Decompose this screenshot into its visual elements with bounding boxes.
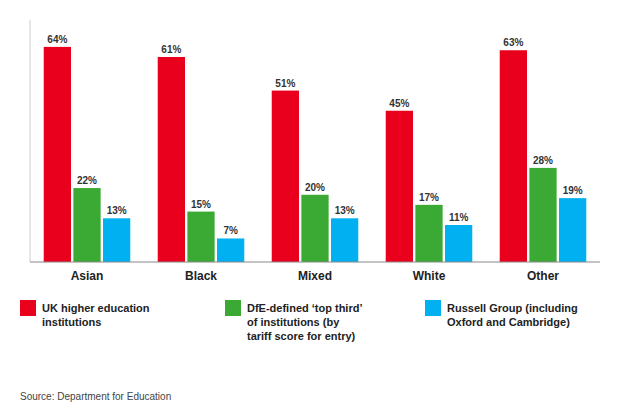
bar (187, 212, 214, 262)
data-label: 13% (107, 205, 127, 216)
bar (217, 238, 244, 262)
bar (73, 188, 100, 262)
data-label: 63% (503, 37, 523, 48)
x-axis-line (30, 262, 600, 263)
data-label: 28% (533, 155, 553, 166)
data-label: 15% (191, 199, 211, 210)
data-label: 22% (77, 175, 97, 186)
data-label: 7% (223, 225, 238, 236)
data-label: 11% (449, 212, 469, 223)
legend-label: DfE-defined ‘top third’of institutions (… (247, 302, 362, 342)
bar (331, 218, 358, 262)
bar (445, 225, 472, 262)
legend-swatch (425, 300, 441, 316)
legend-label: UK higher educationinstitutions (42, 302, 150, 328)
x-tick-label: Black (185, 269, 217, 283)
bar (272, 91, 299, 262)
data-label: 17% (419, 192, 439, 203)
x-tick-label: Asian (71, 269, 104, 283)
data-label: 64% (47, 34, 67, 45)
data-label: 51% (275, 78, 295, 89)
x-tick-label: White (413, 269, 446, 283)
bar (158, 57, 185, 262)
data-label: 13% (335, 205, 355, 216)
annotation: Source: Department for Education (20, 391, 171, 402)
bar (301, 195, 328, 262)
bar (44, 47, 71, 262)
bar (529, 168, 556, 262)
x-tick-label: Mixed (298, 269, 332, 283)
bar (103, 218, 130, 262)
bar (500, 50, 527, 262)
legend-label: Russell Group (includingOxford and Cambr… (447, 302, 578, 328)
data-label: 61% (161, 44, 181, 55)
data-label: 20% (305, 182, 325, 193)
bar (415, 205, 442, 262)
legend-swatch (225, 300, 241, 316)
legend: UK higher educationinstitutions DfE-defin… (20, 300, 578, 342)
bar (386, 111, 413, 262)
bar (559, 198, 586, 262)
data-label: 19% (563, 185, 583, 196)
data-label: 45% (389, 98, 409, 109)
data-labels: 64% 61% 51% 45% 63% 22% 15% 20% 17% 28% 13% 7% 13% 11… (47, 34, 582, 237)
x-tick-label: Other (527, 269, 559, 283)
bars (44, 47, 587, 262)
y-axis-line (30, 20, 31, 262)
legend-swatch (20, 300, 36, 316)
chart: 64% 61% 51% 45% 63% 22% 15% 20% 17% 28% 13% 7% 13% 11… (0, 0, 620, 413)
